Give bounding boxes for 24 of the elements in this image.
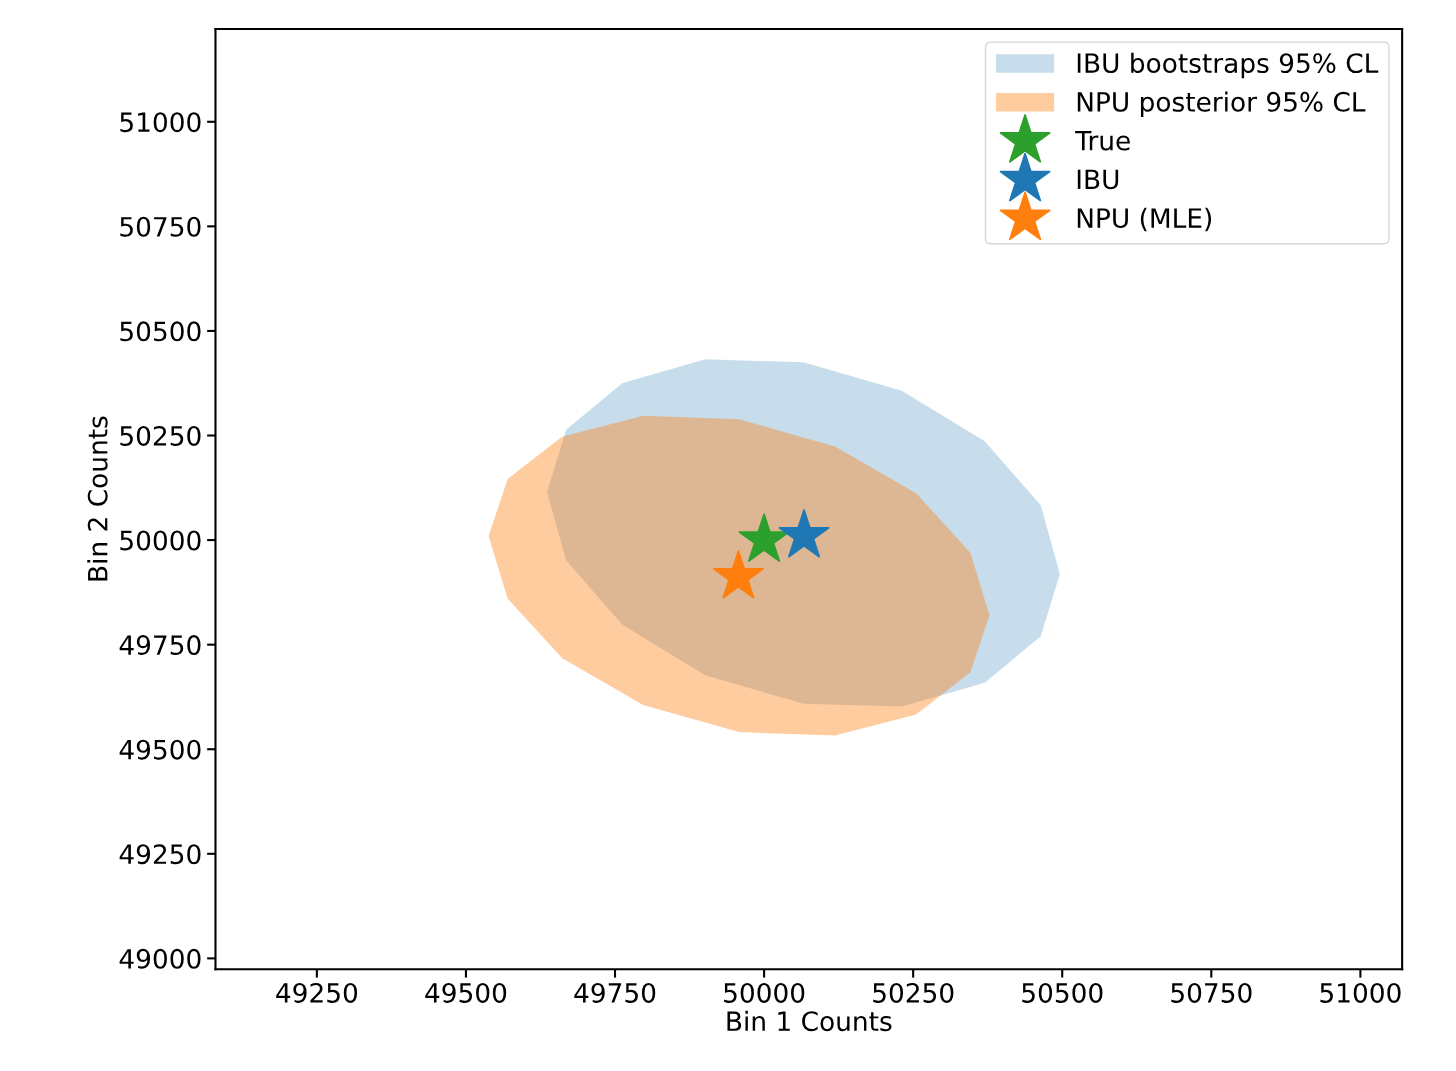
x-tick-label: 49500 xyxy=(425,982,507,1003)
y-tick-label: 50000 xyxy=(120,530,201,551)
y-axis-title: Bin 2 Counts xyxy=(87,416,108,581)
x-tick-label: 51000 xyxy=(1320,982,1401,1003)
x-tick-label: 49250 xyxy=(276,982,358,1003)
legend-label: IBU xyxy=(1077,169,1119,190)
y-tick-label: 51000 xyxy=(120,112,201,133)
x-tick-label: 50500 xyxy=(1022,982,1103,1003)
legend-label: IBU bootstraps 95% CL xyxy=(1077,52,1379,79)
x-tick-label: 50250 xyxy=(873,982,954,1003)
y-tick-label: 49500 xyxy=(119,739,201,760)
y-tick-label: 50250 xyxy=(120,425,201,446)
y-tick-label: 49000 xyxy=(119,948,201,969)
y-tick-label: 49750 xyxy=(119,635,201,656)
x-tick-label: 50000 xyxy=(724,982,805,1003)
y-tick-label: 50750 xyxy=(120,216,201,237)
x-tick-label: 49750 xyxy=(574,982,656,1003)
legend-label: True xyxy=(1075,130,1130,151)
y-tick-label: 50500 xyxy=(120,321,201,342)
x-axis-title: Bin 1 Counts xyxy=(727,1010,892,1032)
legend-label: NPU (MLE) xyxy=(1077,207,1212,232)
legend-label: NPU posterior 95% CL xyxy=(1077,91,1366,117)
x-tick-label: 50750 xyxy=(1171,982,1252,1003)
y-tick-label: 49250 xyxy=(119,844,201,865)
